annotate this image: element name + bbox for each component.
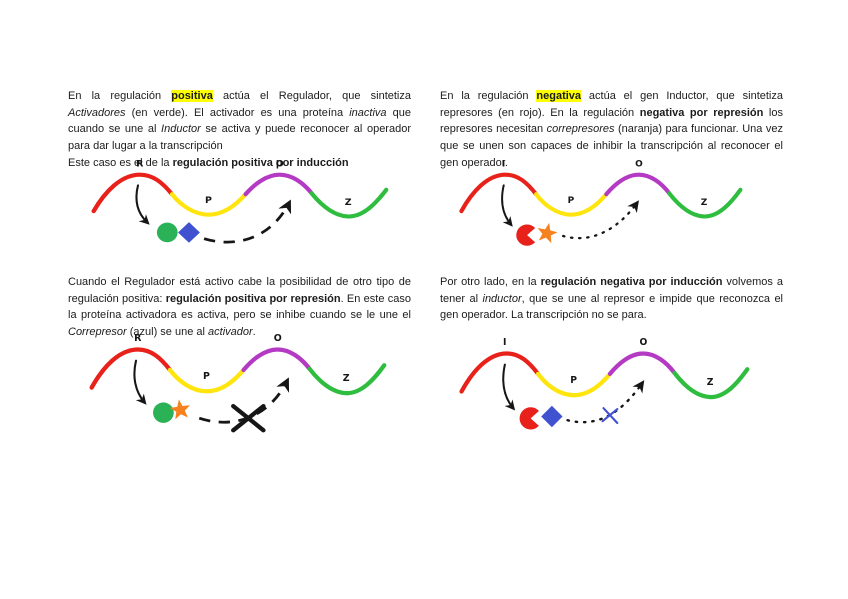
gene-segment-operador (241, 347, 312, 373)
gene-segment-z (309, 187, 389, 219)
gene-segment-regulador (89, 347, 173, 390)
activator-protein-icon (153, 402, 174, 423)
gene-label-p: P (570, 375, 577, 386)
gene-label-i: I (503, 337, 506, 348)
gene-label-r: R (136, 159, 143, 170)
paragraph-regulacion-negativa-por-induccion: Por otro lado, en la regulación negativa… (440, 276, 784, 322)
transcription-dotted-arrow (561, 200, 639, 240)
diagram-regulacion-positiva-por-represion: R P O Z (86, 330, 388, 434)
gene-segment-z (307, 363, 387, 396)
gene-segment-promotor (167, 367, 246, 394)
synthesis-arrow (502, 363, 516, 411)
paragraph-regulacion-positiva: En la regulación positiva actúa el Regul… (68, 90, 411, 169)
gene-label-z: Z (343, 373, 350, 384)
synthesis-arrow (501, 184, 513, 227)
gene-segment-inductor (459, 351, 541, 394)
gene-label-r: R (134, 333, 142, 344)
transcription-dotted-arrow (566, 380, 645, 424)
gene-segment-z (667, 187, 743, 219)
paragraph-regulacion-negativa: En la regulación negativa actúa el gen I… (440, 90, 783, 169)
paragraph-regulacion-positiva-por-represion: Cuando el Regulador está activo cabe la … (68, 276, 411, 339)
represor-protein-icon (516, 224, 536, 246)
inductor-molecule-icon (541, 405, 563, 428)
gene-label-p: P (205, 195, 212, 206)
represor-protein-icon (519, 407, 539, 430)
gene-segment-promotor (535, 371, 613, 398)
diagram-regulacion-negativa-por-induccion: I P O Z (456, 334, 751, 436)
synthesis-arrow (135, 184, 150, 225)
gene-label-o: O (276, 159, 284, 170)
diagram-regulacion-negativa-por-represion: I P O Z (456, 156, 744, 252)
synthesis-arrow (133, 359, 147, 405)
gene-segment-operador (607, 351, 677, 377)
correpresor-star-icon (169, 399, 191, 420)
gene-label-z: Z (707, 377, 714, 388)
gene-segment-promotor (169, 192, 248, 217)
correpresor-star-icon (537, 222, 558, 244)
gene-segment-operador (604, 172, 672, 197)
gene-label-z: Z (701, 198, 708, 208)
neutralized-x-icon (601, 407, 619, 425)
gene-segment-regulador (91, 172, 175, 214)
gene-label-o: O (635, 160, 643, 170)
inductor-molecule-icon (178, 222, 200, 243)
gene-label-i: I (502, 160, 505, 170)
diagram-regulacion-positiva-por-induccion: R P O Z (88, 156, 390, 252)
gene-label-o: O (274, 333, 282, 344)
gene-label-p: P (568, 196, 575, 206)
gene-label-o: O (639, 337, 647, 348)
gene-label-z: Z (345, 197, 352, 208)
gene-segment-inductor (459, 172, 539, 214)
blocked-x-icon (231, 404, 266, 433)
transcription-dashed-arrow (203, 199, 292, 244)
gene-segment-z (672, 367, 750, 400)
gene-segment-promotor (534, 192, 609, 217)
gene-segment-operador (243, 172, 314, 197)
activator-protein-icon (156, 222, 178, 243)
gene-label-p: P (203, 371, 210, 382)
